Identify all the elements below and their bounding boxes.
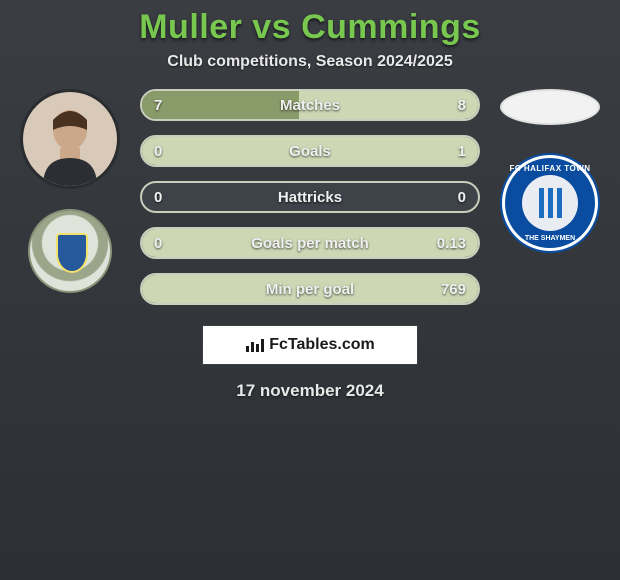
stat-right-value: 769: [441, 275, 466, 303]
stat-right-fill: [142, 137, 478, 165]
comparison-card: Muller vs Cummings Club competitions, Se…: [0, 0, 620, 580]
player-silhouette-icon: [35, 106, 105, 186]
left-player-photo: [20, 89, 120, 189]
stat-right-value: 0.13: [437, 229, 466, 257]
stats-bars: 78Matches01Goals00Hattricks00.13Goals pe…: [140, 89, 480, 305]
stat-label: Hattricks: [142, 183, 478, 211]
stat-right-value: 8: [458, 91, 466, 119]
stat-right-value: 0: [458, 183, 466, 211]
right-club-stripes-icon: [539, 188, 562, 218]
stat-left-fill: [142, 91, 299, 119]
stat-left-value: 7: [154, 91, 162, 119]
right-player-photo-blank: [500, 89, 600, 125]
left-club-badge: [28, 209, 112, 293]
stat-row: 01Goals: [140, 135, 480, 167]
left-column: [10, 89, 130, 293]
stat-left-value: 0: [154, 229, 162, 257]
right-club-inner: [522, 175, 578, 231]
stat-right-fill: [299, 91, 478, 119]
site-badge[interactable]: FcTables.com: [202, 325, 418, 365]
date-line: 17 november 2024: [0, 381, 620, 401]
bar-chart-icon: [245, 337, 265, 353]
stat-left-value: 0: [154, 137, 162, 165]
stat-row: 0 0Hattricks: [140, 181, 480, 213]
right-club-badge: FC HALIFAX TOWN THE SHAYMEN: [502, 155, 598, 251]
right-column: FC HALIFAX TOWN THE SHAYMEN: [490, 89, 610, 251]
right-club-name-top: FC HALIFAX TOWN: [509, 164, 590, 173]
stat-right-fill: [142, 229, 478, 257]
stat-row: 78Matches: [140, 89, 480, 121]
stat-row: 00.13Goals per match: [140, 227, 480, 259]
comparison-body: FC HALIFAX TOWN THE SHAYMEN 78Matches01G…: [0, 89, 620, 305]
stat-right-fill: [142, 275, 478, 303]
page-title: Muller vs Cummings: [0, 8, 620, 47]
stat-right-value: 1: [458, 137, 466, 165]
subtitle: Club competitions, Season 2024/2025: [0, 53, 620, 71]
site-name: FcTables.com: [269, 336, 375, 354]
stat-left-value: 0: [154, 183, 162, 211]
right-club-name-bottom: THE SHAYMEN: [525, 235, 575, 242]
stat-row: 769Min per goal: [140, 273, 480, 305]
